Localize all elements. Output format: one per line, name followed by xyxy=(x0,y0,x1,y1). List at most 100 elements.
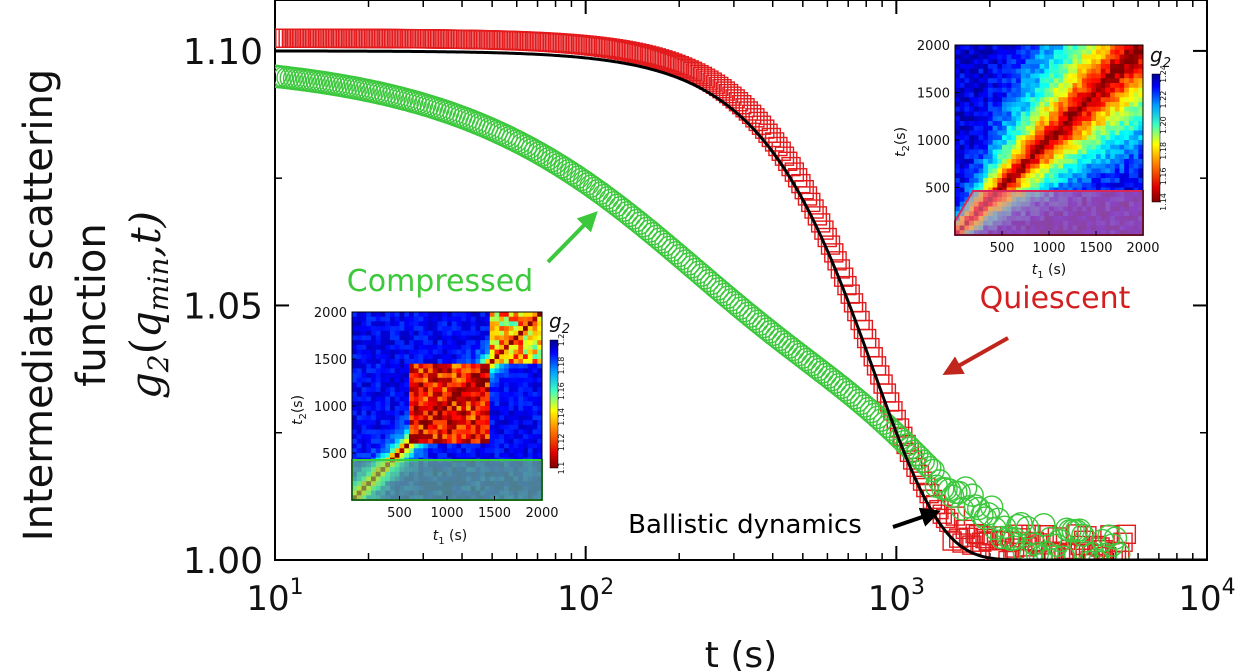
heatmap-cell xyxy=(1114,125,1120,131)
heatmap-cell xyxy=(1086,97,1092,103)
heatmap-cell xyxy=(1119,78,1125,84)
heatmap-cell xyxy=(973,68,979,74)
heatmap-cell xyxy=(523,391,529,397)
heatmap-cell xyxy=(475,434,481,440)
heatmap-cell xyxy=(1063,159,1069,165)
heatmap-cell xyxy=(352,420,358,426)
heatmap-cell xyxy=(352,330,358,336)
data-point-quiescent xyxy=(817,227,837,248)
heatmap-cell xyxy=(380,396,386,402)
heatmap-cell xyxy=(955,106,961,112)
heatmap-cell xyxy=(1096,135,1102,141)
heatmap-cell xyxy=(375,349,381,355)
heatmap-cell xyxy=(973,173,979,179)
heatmap-cell xyxy=(366,368,372,374)
inset-quiescent-ylabel: t2(s) xyxy=(893,127,912,157)
heatmap-cell xyxy=(380,410,386,416)
heatmap-cell xyxy=(447,434,453,440)
heatmap-cell xyxy=(1039,73,1045,79)
heatmap-cell xyxy=(1077,111,1083,117)
heatmap-cell xyxy=(1002,87,1008,93)
heatmap-cell xyxy=(385,448,391,454)
heatmap-cell xyxy=(494,373,500,379)
heatmap-cell xyxy=(1039,97,1045,103)
heatmap-cell xyxy=(1133,87,1139,93)
heatmap-cell xyxy=(380,382,386,388)
heatmap-cell xyxy=(1072,159,1078,165)
heatmap-cell xyxy=(955,97,961,103)
heatmap-cell xyxy=(997,121,1003,127)
heatmap-cell xyxy=(518,377,524,383)
heatmap-cell xyxy=(375,363,381,369)
heatmap-cell xyxy=(1039,64,1045,70)
heatmap-cell xyxy=(1081,87,1087,93)
heatmap-cell xyxy=(475,363,481,369)
heatmap-cell xyxy=(513,429,519,435)
heatmap-cell xyxy=(1016,106,1022,112)
heatmap-cell xyxy=(494,424,500,430)
heatmap-cell xyxy=(518,363,524,369)
heatmap-cell xyxy=(413,434,419,440)
heatmap-cell xyxy=(1100,49,1106,55)
heatmap-cell xyxy=(1086,182,1092,188)
heatmap-cell xyxy=(404,377,410,383)
heatmap-cell xyxy=(513,321,519,327)
data-point-compressed xyxy=(1074,540,1098,560)
heatmap-cell xyxy=(978,168,984,174)
heatmap-cell xyxy=(489,312,495,318)
heatmap-cell xyxy=(470,354,476,360)
heatmap-cell xyxy=(442,429,448,435)
heatmap-cell xyxy=(1011,68,1017,74)
heatmap-cell xyxy=(1034,111,1040,117)
heatmap-cell xyxy=(385,368,391,374)
heatmap-cell xyxy=(1114,49,1120,55)
heatmap-cell xyxy=(527,387,533,393)
heatmap-cell xyxy=(1006,130,1012,136)
heatmap-cell xyxy=(423,396,429,402)
heatmap-cell xyxy=(983,116,989,122)
heatmap-cell xyxy=(1016,78,1022,84)
heatmap-cell xyxy=(1072,173,1078,179)
heatmap-cell xyxy=(987,116,993,122)
heatmap-cell xyxy=(375,391,381,397)
heatmap-cell xyxy=(1002,135,1008,141)
heatmap-cell xyxy=(987,163,993,169)
heatmap-cell xyxy=(432,396,438,402)
heatmap-cell xyxy=(1138,59,1144,65)
heatmap-cell xyxy=(390,448,396,454)
heatmap-cell xyxy=(513,453,519,459)
heatmap-cell xyxy=(532,330,538,336)
heatmap-cell xyxy=(969,173,975,179)
heatmap-cell xyxy=(1100,135,1106,141)
heatmap-cell xyxy=(390,335,396,341)
heatmap-cell xyxy=(527,448,533,454)
heatmap-cell xyxy=(1105,159,1111,165)
heatmap-cell xyxy=(1072,92,1078,98)
heatmap-cell xyxy=(1034,144,1040,150)
heatmap-cell xyxy=(371,382,377,388)
heatmap-cell xyxy=(1114,106,1120,112)
heatmap-cell xyxy=(1119,54,1125,60)
heatmap-cell xyxy=(418,344,424,350)
data-point-compressed xyxy=(914,452,939,477)
heatmap-cell xyxy=(451,434,457,440)
heatmap-cell xyxy=(508,429,514,435)
heatmap-cell xyxy=(1114,68,1120,74)
heatmap-cell xyxy=(1091,140,1097,146)
heatmap-cell xyxy=(385,391,391,397)
heatmap-cell xyxy=(432,410,438,416)
heatmap-cell xyxy=(1128,116,1134,122)
heatmap-cell xyxy=(404,448,410,454)
heatmap-cell xyxy=(475,424,481,430)
heatmap-cell xyxy=(527,420,533,426)
heatmap-cell xyxy=(409,349,415,355)
annotation-quiescent-arrow xyxy=(942,336,1009,375)
heatmap-cell xyxy=(1096,144,1102,150)
heatmap-cell xyxy=(394,410,400,416)
heatmap-cell xyxy=(987,140,993,146)
heatmap-cell xyxy=(1039,149,1045,155)
heatmap-cell xyxy=(1124,92,1130,98)
heatmap-cell xyxy=(413,335,419,341)
inset-x-tick-label: 2000 xyxy=(1126,241,1159,256)
heatmap-cell xyxy=(466,312,472,318)
